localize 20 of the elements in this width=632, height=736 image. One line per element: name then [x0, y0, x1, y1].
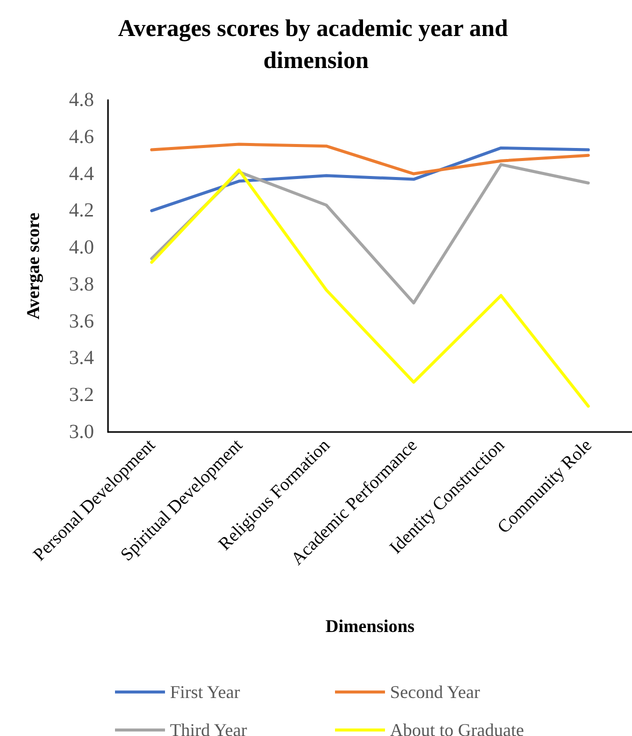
y-tick-label: 4.4: [69, 162, 94, 185]
y-tick-label: 4.0: [69, 236, 94, 259]
y-axis-title: Avergae score: [23, 212, 43, 320]
y-tick-label: 4.2: [69, 200, 94, 222]
y-tick-label: 3.6: [69, 310, 94, 332]
legend-label: Second Year: [390, 682, 480, 702]
line-series: [150, 168, 590, 408]
y-tick-label: 3.8: [69, 273, 94, 296]
y-tick-label: 3.2: [69, 384, 94, 406]
y-tick-label: 3.0: [69, 421, 94, 443]
y-tick-label: 4.6: [69, 126, 94, 148]
legend-label: About to Graduate: [390, 720, 524, 736]
y-tick-label: 3.4: [69, 347, 94, 370]
legend-label: Third Year: [170, 720, 247, 736]
line-series: [150, 142, 590, 176]
y-tick-label: 4.8: [69, 89, 94, 111]
x-axis-title: Dimensions: [325, 616, 415, 636]
legend-label: First Year: [170, 682, 240, 702]
chart-title: Averages scores by academic year and dimension: [118, 16, 514, 74]
line-series: [150, 146, 590, 212]
